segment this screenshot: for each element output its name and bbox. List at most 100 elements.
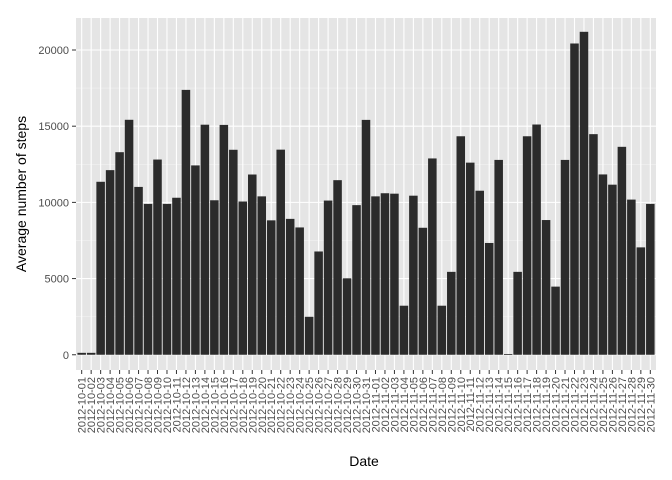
x-tick-label: 2012-10-04 — [105, 377, 117, 433]
bar-2012-11-08 — [437, 305, 447, 355]
x-tick-label: 2012-10-15 — [209, 377, 221, 433]
x-tick-label: 2012-11-03 — [389, 377, 401, 432]
bar-2012-11-19 — [541, 220, 551, 355]
bar-2012-10-16 — [219, 124, 229, 355]
y-tick-label: 15000 — [38, 121, 69, 133]
bar-2012-11-11 — [465, 162, 475, 355]
x-tick-label: 2012-10-22 — [276, 377, 288, 433]
bar-2012-10-29 — [342, 278, 352, 355]
bar-2012-10-26 — [314, 251, 323, 355]
bar-2012-10-18 — [238, 201, 248, 355]
x-tick-label: 2012-11-29 — [636, 377, 648, 432]
x-tick-label: 2012-11-06 — [418, 377, 430, 432]
x-tick-label: 2012-10-31 — [361, 377, 373, 433]
bar-2012-10-13 — [191, 165, 200, 355]
y-tick-label: 0 — [63, 350, 69, 362]
bar-2012-11-26 — [608, 184, 617, 355]
x-tick-label: 2012-10-08 — [143, 377, 155, 433]
x-tick-label: 2012-10-21 — [266, 377, 278, 433]
bar-2012-11-06 — [418, 227, 428, 355]
bar-2012-10-11 — [172, 197, 181, 355]
bar-2012-11-20 — [551, 286, 560, 355]
bar-2012-11-04 — [399, 305, 409, 355]
x-tick-label: 2012-11-28 — [626, 377, 638, 432]
x-tick-label: 2012-10-07 — [134, 377, 146, 433]
bar-2012-11-02 — [380, 193, 390, 355]
bar-2012-10-19 — [248, 174, 257, 355]
x-tick-label: 2012-10-09 — [153, 377, 165, 433]
bar-2012-10-31 — [361, 119, 371, 355]
bar-2012-10-21 — [266, 220, 276, 355]
x-tick-label: 2012-10-10 — [162, 377, 174, 433]
x-tick-label: 2012-11-02 — [380, 377, 392, 432]
bar-2012-11-03 — [390, 193, 399, 355]
bar-2012-10-20 — [257, 196, 267, 355]
x-tick-label: 2012-10-11 — [171, 377, 183, 432]
x-tick-label: 2012-10-29 — [342, 377, 354, 433]
bar-2012-10-14 — [200, 124, 210, 355]
x-tick-label: 2012-11-19 — [541, 377, 553, 432]
x-tick-label: 2012-11-15 — [503, 377, 515, 432]
x-tick-label: 2012-11-26 — [607, 377, 619, 432]
x-tick-label: 2012-11-05 — [408, 377, 420, 432]
bar-2012-11-17 — [522, 136, 532, 355]
x-tick-label: 2012-11-30 — [645, 377, 657, 432]
y-axis: 0 5000 10000 15000 20000 — [38, 45, 76, 362]
x-tick-label: 2012-10-24 — [295, 377, 307, 433]
x-tick-label: 2012-10-05 — [115, 377, 127, 433]
bar-2012-11-22 — [570, 43, 579, 355]
x-tick-label: 2012-11-11 — [465, 377, 477, 432]
bar-2012-11-28 — [627, 199, 636, 355]
x-axis-title: Date — [349, 453, 379, 469]
y-axis-title: Average number of steps — [13, 116, 29, 272]
bar-2012-10-01 — [77, 352, 86, 355]
bar-2012-11-01 — [371, 196, 380, 355]
bar-2012-11-18 — [532, 124, 541, 355]
x-tick-label: 2012-11-01 — [370, 377, 382, 432]
x-tick-label: 2012-11-17 — [522, 377, 534, 432]
bar-2012-11-23 — [579, 31, 589, 355]
bar-2012-10-17 — [229, 149, 238, 355]
x-tick-label: 2012-11-04 — [399, 377, 411, 432]
bar-2012-11-12 — [475, 190, 484, 355]
bar-2012-10-04 — [105, 170, 115, 355]
x-tick-label: 2012-10-28 — [333, 377, 345, 433]
x-tick-label: 2012-10-23 — [285, 377, 297, 433]
bar-2012-10-25 — [304, 316, 314, 355]
bar-2012-11-09 — [447, 271, 456, 355]
x-tick-label: 2012-10-26 — [314, 377, 326, 433]
bar-2012-10-24 — [295, 227, 304, 355]
y-tick-label: 20000 — [38, 45, 69, 57]
x-tick-label: 2012-10-06 — [124, 377, 136, 433]
bar-2012-10-23 — [285, 218, 295, 355]
x-tick-label: 2012-11-09 — [446, 377, 458, 432]
x-tick-label: 2012-11-18 — [532, 377, 544, 432]
x-tick-label: 2012-11-22 — [569, 377, 581, 432]
x-tick-label: 2012-10-14 — [200, 377, 212, 433]
bar-2012-11-16 — [513, 271, 522, 355]
x-tick-label: 2012-10-02 — [86, 377, 98, 433]
y-tick-label: 5000 — [45, 274, 69, 286]
bar-2012-11-21 — [560, 159, 570, 355]
bar-2012-10-08 — [143, 203, 153, 355]
bar-2012-10-06 — [124, 119, 134, 355]
bar-2012-11-14 — [494, 159, 503, 355]
bar-2012-11-05 — [409, 195, 418, 355]
bar-2012-10-22 — [276, 149, 285, 355]
x-tick-label: 2012-10-27 — [323, 377, 335, 433]
x-tick-label: 2012-11-27 — [617, 377, 629, 432]
bar-2012-11-07 — [428, 158, 437, 355]
x-tick-label: 2012-10-12 — [181, 377, 193, 433]
bar-2012-10-02 — [86, 352, 96, 355]
bar-2012-11-30 — [646, 203, 655, 355]
bar-2012-10-10 — [162, 203, 172, 355]
x-tick-label: 2012-11-12 — [475, 377, 487, 432]
bar-2012-11-25 — [598, 174, 608, 355]
x-tick-label: 2012-11-20 — [551, 377, 563, 432]
x-tick-label: 2012-11-08 — [437, 377, 449, 432]
bar-2012-10-12 — [181, 89, 191, 355]
bar-2012-10-28 — [333, 180, 342, 355]
bar-2012-11-10 — [456, 136, 466, 355]
bar-2012-10-27 — [323, 200, 333, 355]
